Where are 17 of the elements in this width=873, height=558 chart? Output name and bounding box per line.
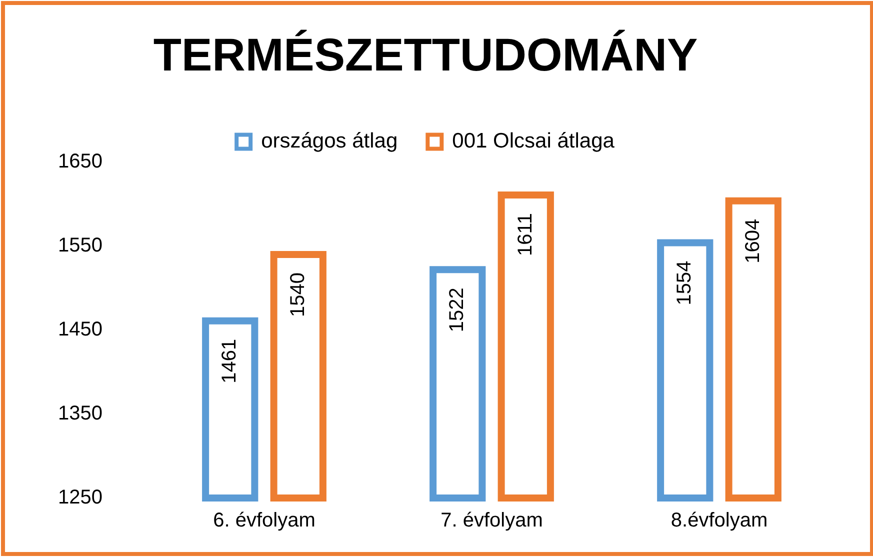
data-label: 1540 [286, 272, 309, 318]
data-label: 1604 [742, 218, 764, 264]
data-label: 1554 [674, 260, 696, 306]
y-tick-label: 1550 [58, 234, 102, 257]
y-tick-label: 1250 [58, 486, 102, 509]
legend-label: országos átlag [261, 129, 398, 152]
data-label: 1522 [446, 288, 468, 332]
x-tick-label: 8.évfolyam [670, 510, 768, 532]
data-label: 1611 [514, 212, 536, 256]
data-label: 1461 [218, 338, 241, 384]
x-tick-label: 6. évfolyam [213, 510, 316, 532]
y-tick-label: 1650 [58, 150, 102, 173]
chart-title: TERMÉSZETTUDOMÁNY [153, 28, 698, 80]
x-tick-label: 7. évfolyam [440, 510, 543, 532]
y-tick-label: 1350 [58, 402, 102, 425]
y-tick-label: 1450 [58, 318, 102, 341]
legend-label: 001 Olcsai átlaga [452, 129, 615, 152]
